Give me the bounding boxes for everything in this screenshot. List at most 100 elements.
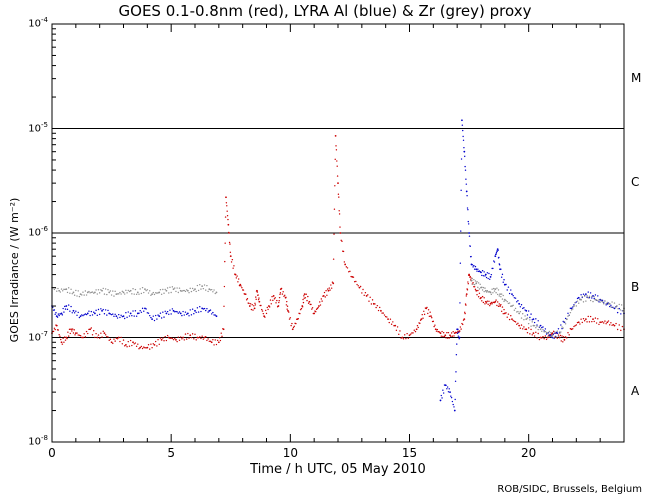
data-point [195,290,197,293]
data-point [474,288,477,291]
data-point [460,230,462,232]
data-point [500,268,502,270]
y-tick-label: 10-7 [28,329,48,343]
data-point [212,291,214,293]
data-point [527,310,530,312]
data-point [481,286,483,288]
data-point [600,321,603,323]
data-point [531,334,533,336]
data-point [613,324,616,327]
data-point [125,289,127,292]
data-point [399,330,401,332]
data-point [227,223,230,226]
data-point [118,293,120,295]
data-point [374,303,376,305]
data-point [604,300,606,302]
data-point [89,292,91,294]
y-tick-label: 10-8 [28,434,48,448]
data-point [612,323,614,326]
data-point [203,307,206,310]
data-point [493,290,496,292]
data-point [552,330,555,333]
data-point [141,286,144,289]
data-point [225,196,227,199]
data-point [118,313,120,316]
data-point [97,289,100,291]
data-point [153,293,156,296]
data-point [113,295,115,297]
data-point [279,292,282,294]
data-point [442,392,445,394]
data-point [81,336,83,339]
data-point [313,312,316,315]
data-point [131,315,133,317]
data-point [487,277,489,280]
data-point [513,297,516,299]
data-point [518,324,521,327]
data-point [292,326,295,329]
data-point [185,289,188,291]
data-point [79,315,82,318]
data-point [287,309,289,312]
data-point [71,328,74,330]
data-point [143,346,145,348]
data-point [564,323,567,325]
data-point [305,293,307,295]
data-point [484,300,487,303]
data-point [526,331,529,334]
data-point [218,337,221,339]
data-point [479,283,481,285]
data-point [450,332,453,334]
data-point [95,289,97,291]
data-point [94,312,96,315]
data-point [84,313,87,315]
data-point [501,273,504,276]
data-point [593,320,595,323]
data-point [164,336,166,338]
data-point [575,305,578,307]
x-tick-label: 20 [521,446,537,460]
data-point [511,305,513,307]
data-point [153,319,156,322]
data-point [91,314,94,316]
data-point [95,332,97,335]
data-point [231,258,234,261]
data-point [70,328,72,331]
data-point [536,324,538,326]
data-point [101,289,103,292]
data-point [214,339,216,341]
y-tick-label: 10-4 [28,16,48,30]
data-point [278,300,280,302]
data-point [560,324,562,326]
data-point [307,302,310,304]
data-point [60,338,62,341]
data-point [267,308,269,311]
data-point [523,318,525,321]
data-point [533,321,536,324]
data-point [54,313,56,315]
data-point [535,326,537,329]
data-point [169,337,171,340]
data-point [229,255,232,258]
data-point [517,310,519,313]
data-point [478,292,481,294]
data-point [194,309,196,312]
data-point [469,245,471,247]
data-point [201,307,204,310]
data-point [182,310,184,313]
data-point [536,325,538,327]
data-point [594,298,597,301]
data-point [483,290,485,293]
data-point [506,316,508,318]
data-point [472,266,474,268]
data-point [81,294,83,296]
data-point [578,302,580,304]
data-point [254,304,257,306]
data-point [181,290,183,293]
data-point [541,330,543,332]
data-point [110,294,113,296]
data-point [570,309,573,311]
data-point [336,175,339,177]
data-point [122,291,125,294]
data-point [171,308,174,310]
